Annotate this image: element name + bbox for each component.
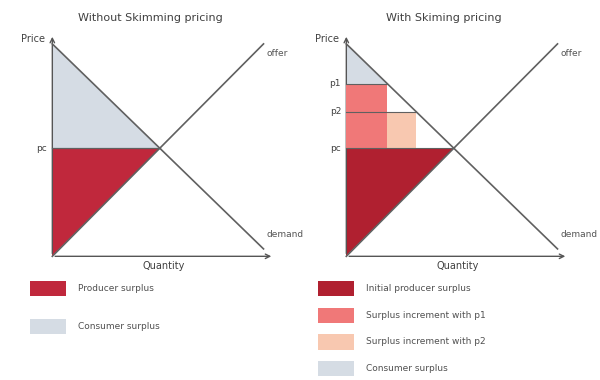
Text: Price: Price (314, 34, 338, 44)
Text: Consumer surplus: Consumer surplus (78, 322, 160, 331)
Polygon shape (346, 112, 387, 148)
Text: Price: Price (20, 34, 44, 44)
Text: demand: demand (560, 230, 597, 239)
Text: offer: offer (560, 49, 581, 58)
Text: Quantity: Quantity (436, 261, 478, 271)
Polygon shape (346, 44, 387, 84)
Text: Consumer surplus: Consumer surplus (366, 364, 448, 373)
Text: pc: pc (330, 144, 341, 153)
Text: Surplus increment with p1: Surplus increment with p1 (366, 311, 486, 320)
Text: p2: p2 (329, 107, 341, 116)
Title: With Skiming pricing: With Skiming pricing (386, 13, 502, 23)
Text: Initial producer surplus: Initial producer surplus (366, 284, 470, 293)
Polygon shape (346, 84, 387, 112)
Polygon shape (52, 148, 160, 256)
Text: Quantity: Quantity (142, 261, 184, 271)
Polygon shape (346, 148, 454, 256)
Text: demand: demand (266, 230, 303, 239)
Polygon shape (387, 112, 416, 148)
Title: Without Skimming pricing: Without Skimming pricing (77, 13, 223, 23)
Text: offer: offer (266, 49, 287, 58)
Polygon shape (52, 44, 160, 148)
Text: Surplus increment with p2: Surplus increment with p2 (366, 337, 485, 347)
Text: Producer surplus: Producer surplus (78, 284, 154, 293)
Text: pc: pc (36, 144, 47, 153)
Text: p1: p1 (329, 79, 341, 88)
